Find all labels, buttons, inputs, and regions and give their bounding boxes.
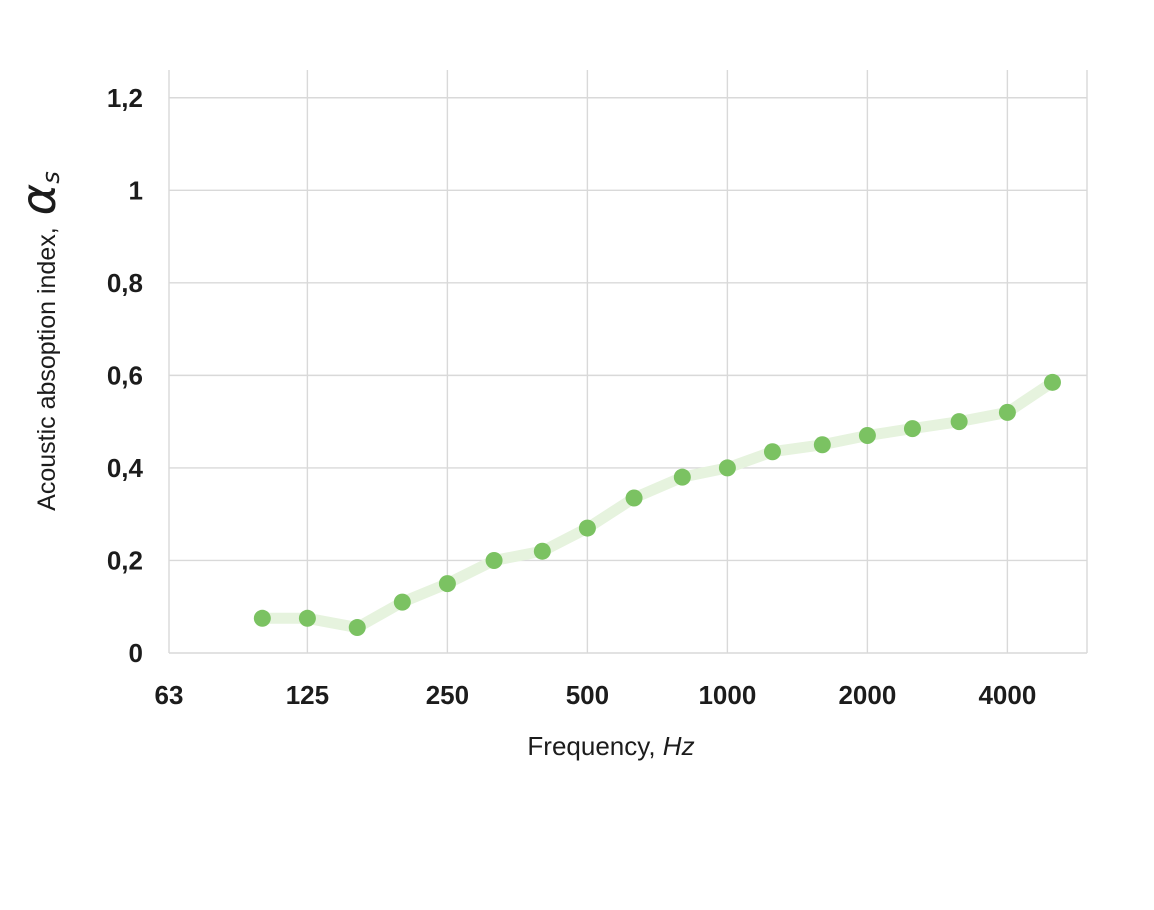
- data-point: [718, 459, 736, 477]
- data-point: [998, 403, 1016, 421]
- data-point: [858, 427, 876, 445]
- y-tick-label: 0,6: [107, 360, 143, 390]
- y-tick-label: 0: [129, 638, 143, 668]
- alpha-symbol: αs: [11, 171, 67, 215]
- x-axis-unit: Hz: [662, 731, 695, 761]
- x-tick-label: 4000: [978, 680, 1036, 710]
- data-point: [625, 489, 643, 507]
- data-point: [763, 443, 781, 461]
- data-point: [673, 468, 691, 486]
- y-tick-label: 0,8: [107, 268, 143, 298]
- alpha-glyph: α: [11, 183, 67, 216]
- x-tick-label: 250: [426, 680, 469, 710]
- y-axis-title: Acoustic absoption index, αs: [11, 131, 91, 551]
- data-point: [813, 436, 831, 454]
- x-tick-label: 63: [155, 680, 184, 710]
- x-tick-label: 1000: [698, 680, 756, 710]
- data-point: [253, 609, 271, 627]
- data-point: [438, 575, 456, 593]
- x-tick-label: 2000: [838, 680, 896, 710]
- data-point: [578, 519, 596, 537]
- data-point: [348, 619, 366, 637]
- data-point: [298, 609, 316, 627]
- data-point: [950, 413, 968, 431]
- alpha-subscript: s: [37, 171, 65, 184]
- y-tick-label: 0,4: [107, 453, 144, 483]
- series-line: [256, 376, 1058, 634]
- data-point: [903, 420, 921, 438]
- y-tick-label: 0,2: [107, 546, 143, 576]
- y-tick-label: 1,2: [107, 83, 143, 113]
- data-point: [533, 542, 551, 560]
- y-axis-title-text: Acoustic absoption index,: [33, 227, 61, 511]
- x-tick-label: 500: [566, 680, 609, 710]
- y-tick-label: 1: [129, 175, 143, 205]
- x-axis-title-text: Frequency,: [527, 731, 656, 761]
- data-point: [393, 593, 411, 611]
- x-tick-label: 125: [286, 680, 329, 710]
- data-point: [1043, 373, 1061, 391]
- x-axis-title: Frequency, Hz: [461, 731, 761, 762]
- data-point: [485, 551, 503, 569]
